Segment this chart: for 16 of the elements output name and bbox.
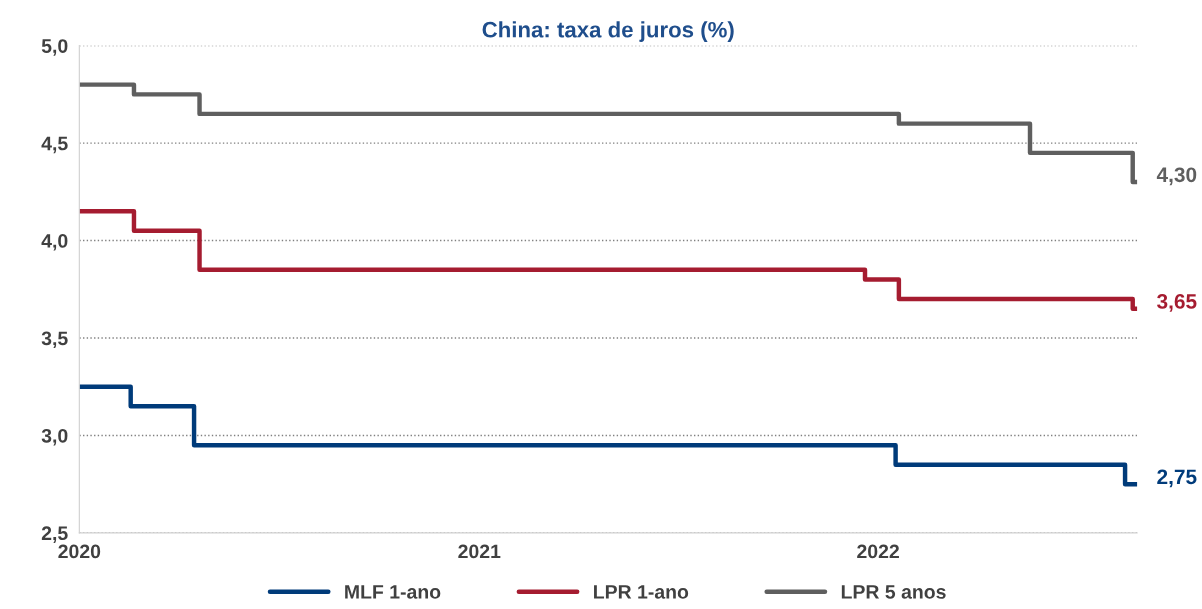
y-tick-label: 3,5: [41, 331, 68, 349]
y-tick-label: 4,5: [41, 136, 68, 154]
y-tick-label: 3,0: [41, 428, 68, 446]
legend-label: LPR 5 anos: [841, 585, 946, 599]
x-tick-label: 2021: [458, 544, 501, 559]
chart-title: China: taxa de juros (%): [482, 21, 734, 42]
y-tick-label: 5,0: [41, 39, 68, 56]
annotation: 3,65: [1157, 294, 1197, 312]
y-tick-label: 2,5: [41, 526, 68, 543]
x-tick-label: 2022: [857, 544, 899, 559]
legend-label: LPR 1-ano: [594, 585, 689, 599]
annotation: 2,75: [1157, 469, 1197, 488]
x-tick-label: 2020: [58, 544, 101, 559]
y-tick-label: 4,0: [41, 234, 68, 251]
legend-label: MLF 1-ano: [345, 585, 441, 599]
annotation: 4,30: [1156, 167, 1197, 186]
